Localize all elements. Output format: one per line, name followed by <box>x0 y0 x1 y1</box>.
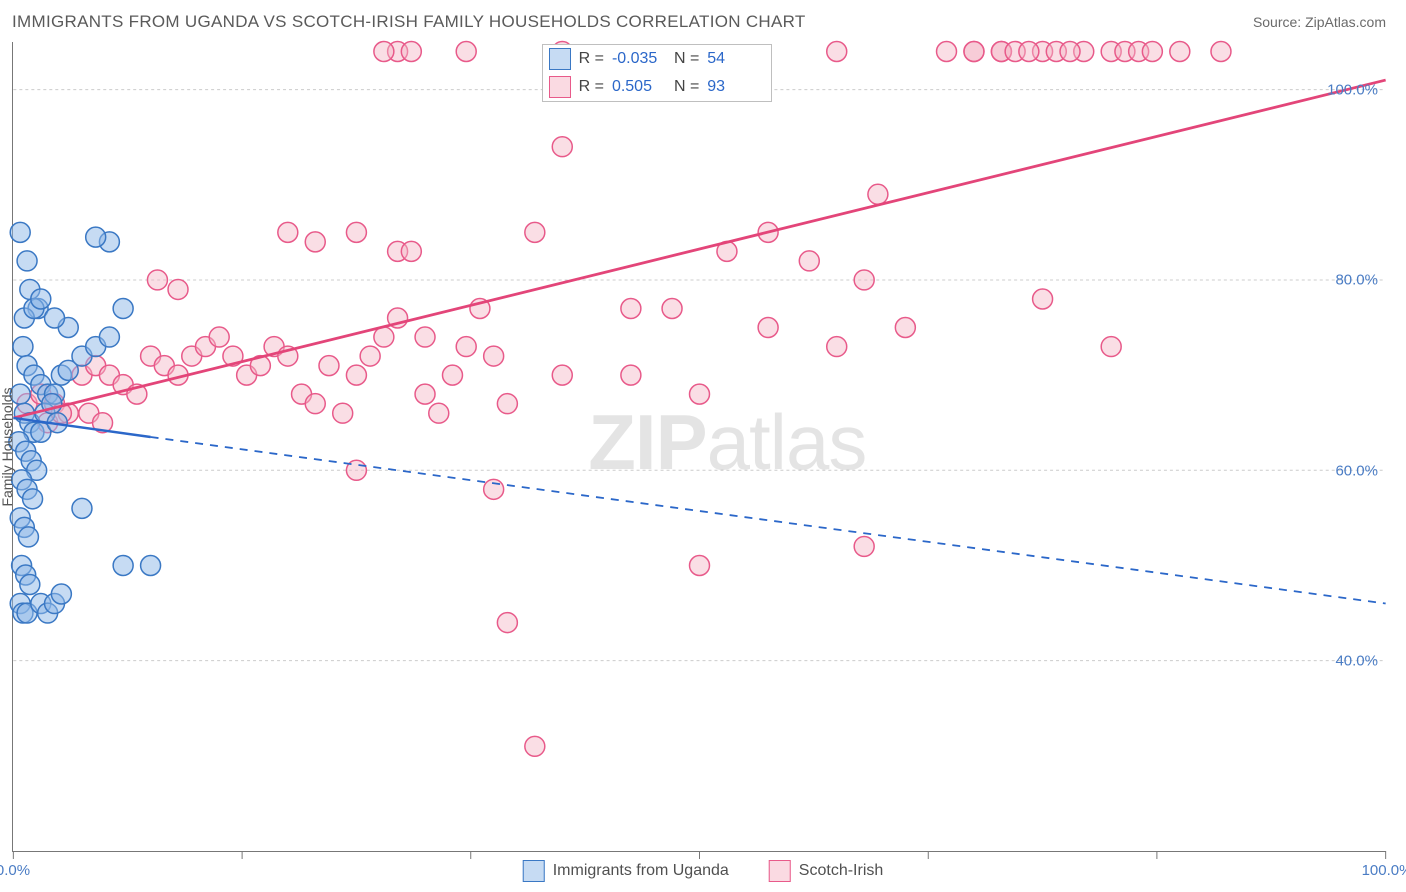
swatch-pink-icon <box>549 76 571 98</box>
swatch-pink-icon <box>769 860 791 882</box>
stats-row-blue: R = -0.035 N = 54 <box>543 45 772 73</box>
y-tick-label: 100.0% <box>1327 81 1378 98</box>
y-tick-label: 60.0% <box>1335 462 1378 479</box>
swatch-blue-icon <box>549 48 571 70</box>
stats-row-pink: R = 0.505 N = 93 <box>543 73 772 101</box>
y-axis-label: Family Households <box>0 387 15 506</box>
legend-item-uganda: Immigrants from Uganda <box>523 860 729 882</box>
y-tick-label: 40.0% <box>1335 653 1378 670</box>
bottom-legend: Immigrants from Uganda Scotch-Irish <box>523 860 884 882</box>
swatch-blue-icon <box>523 860 545 882</box>
source-label: Source: ZipAtlas.com <box>1253 14 1386 30</box>
y-tick-label: 80.0% <box>1335 272 1378 289</box>
chart-area: Family Households ZIPatlas R = -0.035 N … <box>12 42 1386 852</box>
stats-legend-box: R = -0.035 N = 54 R = 0.505 N = 93 <box>542 44 773 102</box>
chart-svg <box>13 42 1386 851</box>
x-tick-label: 100.0% <box>1362 862 1406 879</box>
x-tick-label: 0.0% <box>0 862 30 879</box>
chart-title: IMMIGRANTS FROM UGANDA VS SCOTCH-IRISH F… <box>12 12 806 32</box>
legend-item-scotch-irish: Scotch-Irish <box>769 860 883 882</box>
